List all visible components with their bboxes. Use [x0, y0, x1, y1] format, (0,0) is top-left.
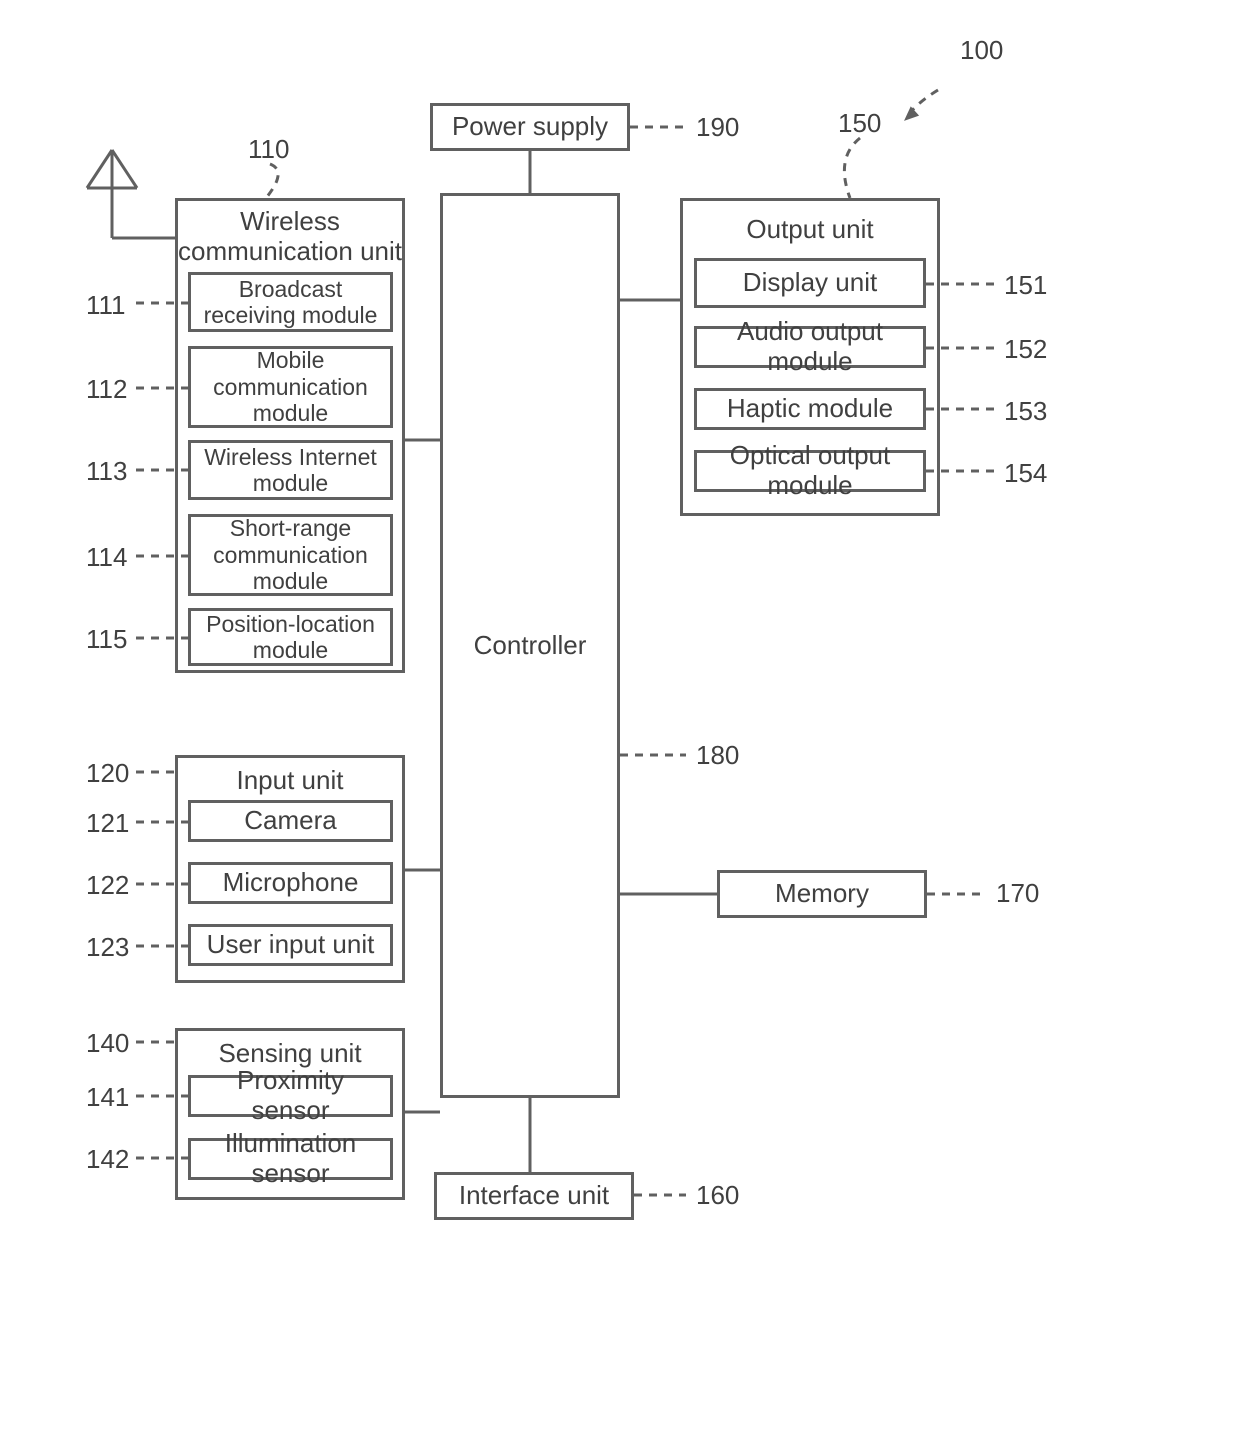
memory-box: Memory: [717, 870, 927, 918]
group-wireless: Wireless communication unit: [175, 198, 405, 673]
ref-123: 123: [86, 932, 129, 963]
ref-151: 151: [1004, 270, 1047, 301]
ref-141: 141: [86, 1082, 129, 1113]
ref-122: 122: [86, 870, 129, 901]
ref-160: 160: [696, 1180, 739, 1211]
item-camera: Camera: [188, 800, 393, 842]
group-output-title: Output unit: [683, 215, 937, 245]
ref-154: 154: [1004, 458, 1047, 489]
ref-114: 114: [86, 542, 127, 573]
ref-113: 113: [86, 456, 127, 487]
ref-115: 115: [86, 624, 127, 655]
item-haptic: Haptic module: [694, 388, 926, 430]
controller-box: Controller: [440, 193, 620, 1098]
ref-100: 100: [960, 35, 1003, 66]
item-illum: Illumination sensor: [188, 1138, 393, 1180]
ref-170: 170: [996, 878, 1039, 909]
ref-142: 142: [86, 1144, 129, 1175]
item-short: Short-range communication module: [188, 514, 393, 596]
item-pos: Position-location module: [188, 608, 393, 666]
item-mic: Microphone: [188, 862, 393, 904]
power-supply-box: Power supply: [430, 103, 630, 151]
item-uin: User input unit: [188, 924, 393, 966]
group-input-title: Input unit: [178, 766, 402, 796]
item-broadcast: Broadcast receiving module: [188, 272, 393, 332]
ref-120: 120: [86, 758, 129, 789]
ref-150: 150: [838, 108, 881, 139]
ref-121: 121: [86, 808, 129, 839]
ref-190: 190: [696, 112, 739, 143]
item-display: Display unit: [694, 258, 926, 308]
item-mobile: Mobile communication module: [188, 346, 393, 428]
ref-140: 140: [86, 1028, 129, 1059]
group-wireless-title: Wireless communication unit: [178, 207, 402, 267]
ref-112: 112: [86, 374, 127, 405]
item-prox: Proximity sensor: [188, 1075, 393, 1117]
interface-unit-box: Interface unit: [434, 1172, 634, 1220]
ref-153: 153: [1004, 396, 1047, 427]
item-audio: Audio output module: [694, 326, 926, 368]
item-optical: Optical output module: [694, 450, 926, 492]
ref-111: 111: [86, 290, 126, 321]
ref-110: 110: [248, 134, 289, 165]
ref-180: 180: [696, 740, 739, 771]
diagram-canvas: Controller Power supply Interface unit Memo…: [0, 0, 1240, 1432]
ref-152: 152: [1004, 334, 1047, 365]
item-winet: Wireless Internet module: [188, 440, 393, 500]
